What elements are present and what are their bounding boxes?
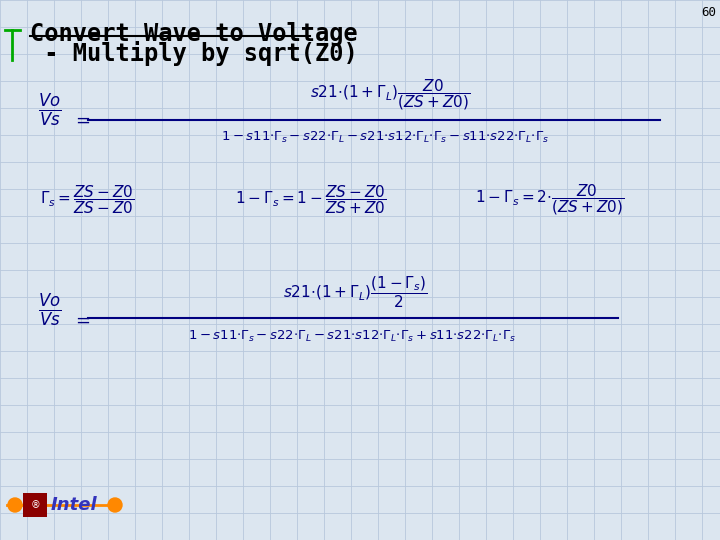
Text: $s21{\cdot}\left(1+\Gamma_L\right)\dfrac{\left(1-\Gamma_s\right)}{2}$: $s21{\cdot}\left(1+\Gamma_L\right)\dfrac… <box>283 274 427 310</box>
Text: $\frac{Vo}{Vs}$: $\frac{Vo}{Vs}$ <box>38 91 61 129</box>
Text: $1 - \Gamma_s = 2{\cdot}\dfrac{Z0}{(ZS+Z0)}$: $1 - \Gamma_s = 2{\cdot}\dfrac{Z0}{(ZS+Z… <box>475 183 624 218</box>
Text: ®: ® <box>30 500 40 510</box>
Text: $1-s11{\cdot}\Gamma_s - s22{\cdot}\Gamma_L - s21{\cdot}s12{\cdot}\Gamma_L{\cdot}: $1-s11{\cdot}\Gamma_s - s22{\cdot}\Gamma… <box>221 130 549 145</box>
Text: - Multiply by sqrt(Z0): - Multiply by sqrt(Z0) <box>30 41 358 66</box>
Bar <box>23 493 47 517</box>
Text: $=$: $=$ <box>72 111 91 129</box>
Text: $s21{\cdot}\left(1+\Gamma_L\right)\dfrac{Z0}{(ZS+Z0)}$: $s21{\cdot}\left(1+\Gamma_L\right)\dfrac… <box>310 78 470 112</box>
Text: Intel: Intel <box>51 496 98 514</box>
Text: 60: 60 <box>701 6 716 19</box>
Text: Convert Wave to Voltage: Convert Wave to Voltage <box>30 22 358 46</box>
Text: $=$: $=$ <box>72 311 91 329</box>
Text: $1 - s11{\cdot}\Gamma_s - s22{\cdot}\Gamma_L - s21{\cdot}s12{\cdot}\Gamma_L{\cdo: $1 - s11{\cdot}\Gamma_s - s22{\cdot}\Gam… <box>188 328 516 343</box>
Text: $1 - \Gamma_s = 1 - \dfrac{ZS - Z0}{ZS + Z0}$: $1 - \Gamma_s = 1 - \dfrac{ZS - Z0}{ZS +… <box>235 184 386 217</box>
Text: $\Gamma_s = \dfrac{ZS - Z0}{ZS - Z0}$: $\Gamma_s = \dfrac{ZS - Z0}{ZS - Z0}$ <box>40 184 135 217</box>
Circle shape <box>108 498 122 512</box>
Circle shape <box>8 498 22 512</box>
Text: $\frac{Vo}{Vs}$: $\frac{Vo}{Vs}$ <box>38 291 61 329</box>
